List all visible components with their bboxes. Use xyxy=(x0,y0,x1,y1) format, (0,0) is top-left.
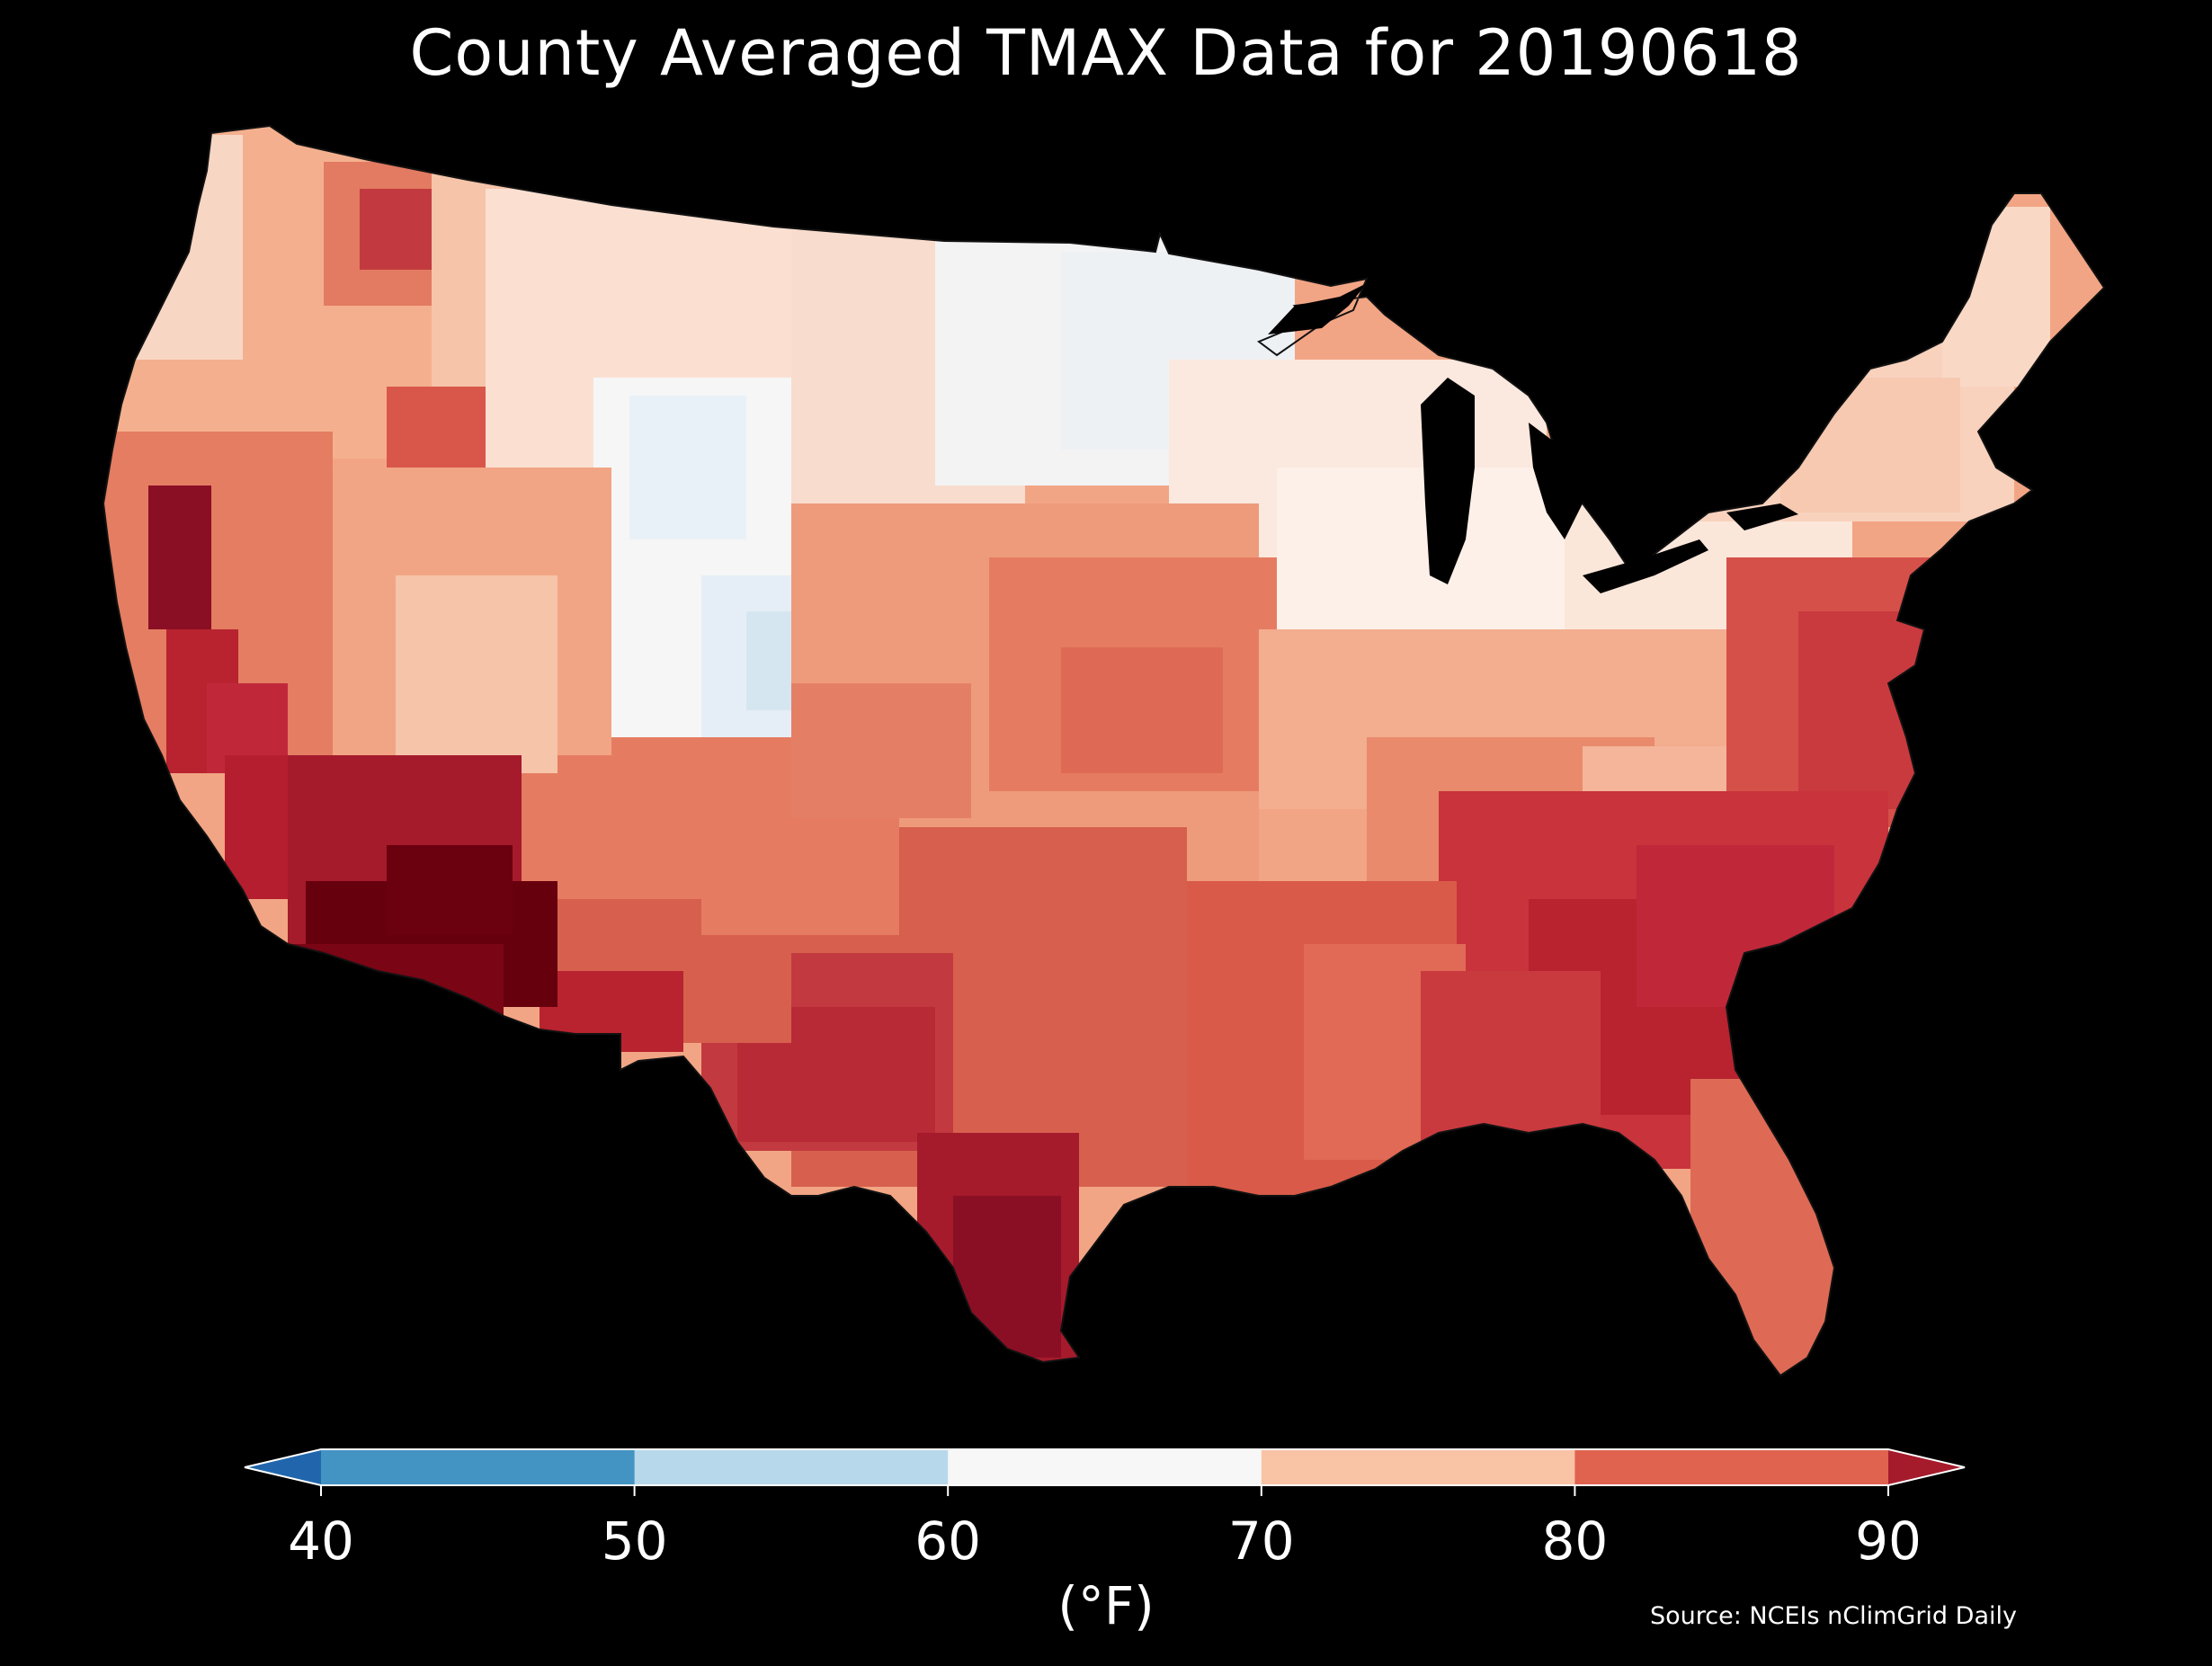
colorbar-tick-label: 90 xyxy=(1855,1510,1922,1572)
colorbar-bin xyxy=(1261,1449,1575,1485)
map-title: County Averaged TMAX Data for 20190618 xyxy=(409,16,1803,90)
colorbar-extend-low xyxy=(245,1449,321,1485)
colorbar-extend-high xyxy=(1888,1449,1965,1485)
colorbar-tick-label: 80 xyxy=(1541,1510,1609,1572)
colorbar-outline xyxy=(244,1448,1966,1486)
colorbar-bin xyxy=(1574,1449,1889,1485)
colorbar-tick-label: 50 xyxy=(601,1510,668,1572)
us-county-map xyxy=(103,125,2105,1376)
colorbar-bin xyxy=(634,1449,949,1485)
colorbar-unit-label: (°F) xyxy=(1057,1575,1155,1636)
colorbar-tick-label: 40 xyxy=(288,1510,354,1572)
colorbar-bin xyxy=(948,1449,1262,1485)
colorbar-tick-label: 70 xyxy=(1227,1510,1295,1572)
colorbar-bin xyxy=(321,1449,636,1485)
great-lakes xyxy=(1268,283,1798,593)
colorbar-tick-label: 60 xyxy=(914,1510,982,1572)
source-note: Source: NCEIs nClimGrid Daily xyxy=(1650,1602,2017,1630)
